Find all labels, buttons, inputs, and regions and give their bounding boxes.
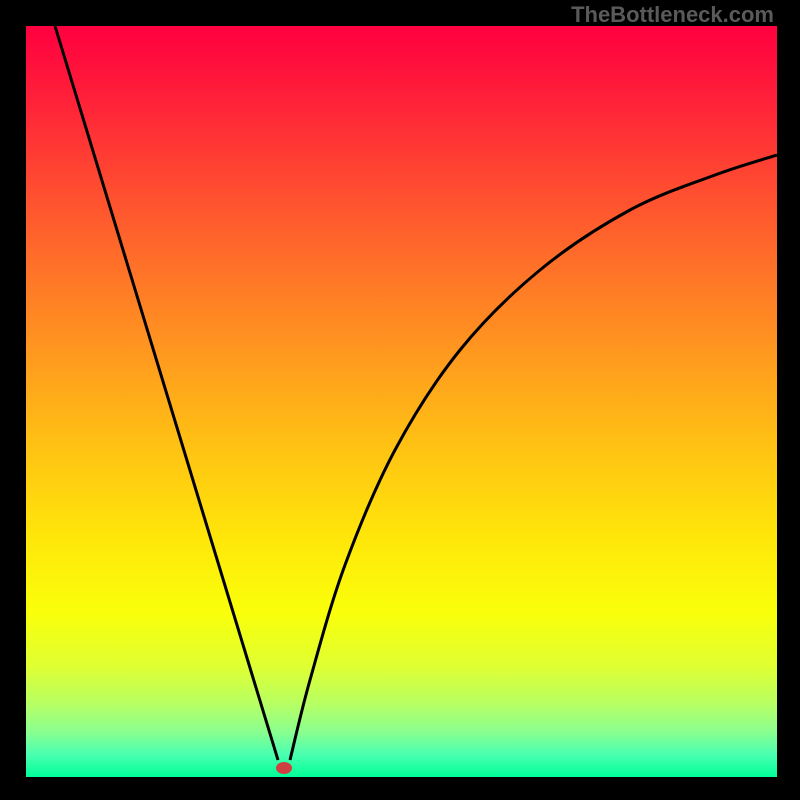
- chart-frame: TheBottleneck.com: [0, 0, 800, 800]
- valley-marker: [276, 762, 292, 774]
- plot-background: [26, 26, 777, 777]
- watermark-text: TheBottleneck.com: [571, 2, 774, 28]
- chart-svg: [0, 0, 800, 800]
